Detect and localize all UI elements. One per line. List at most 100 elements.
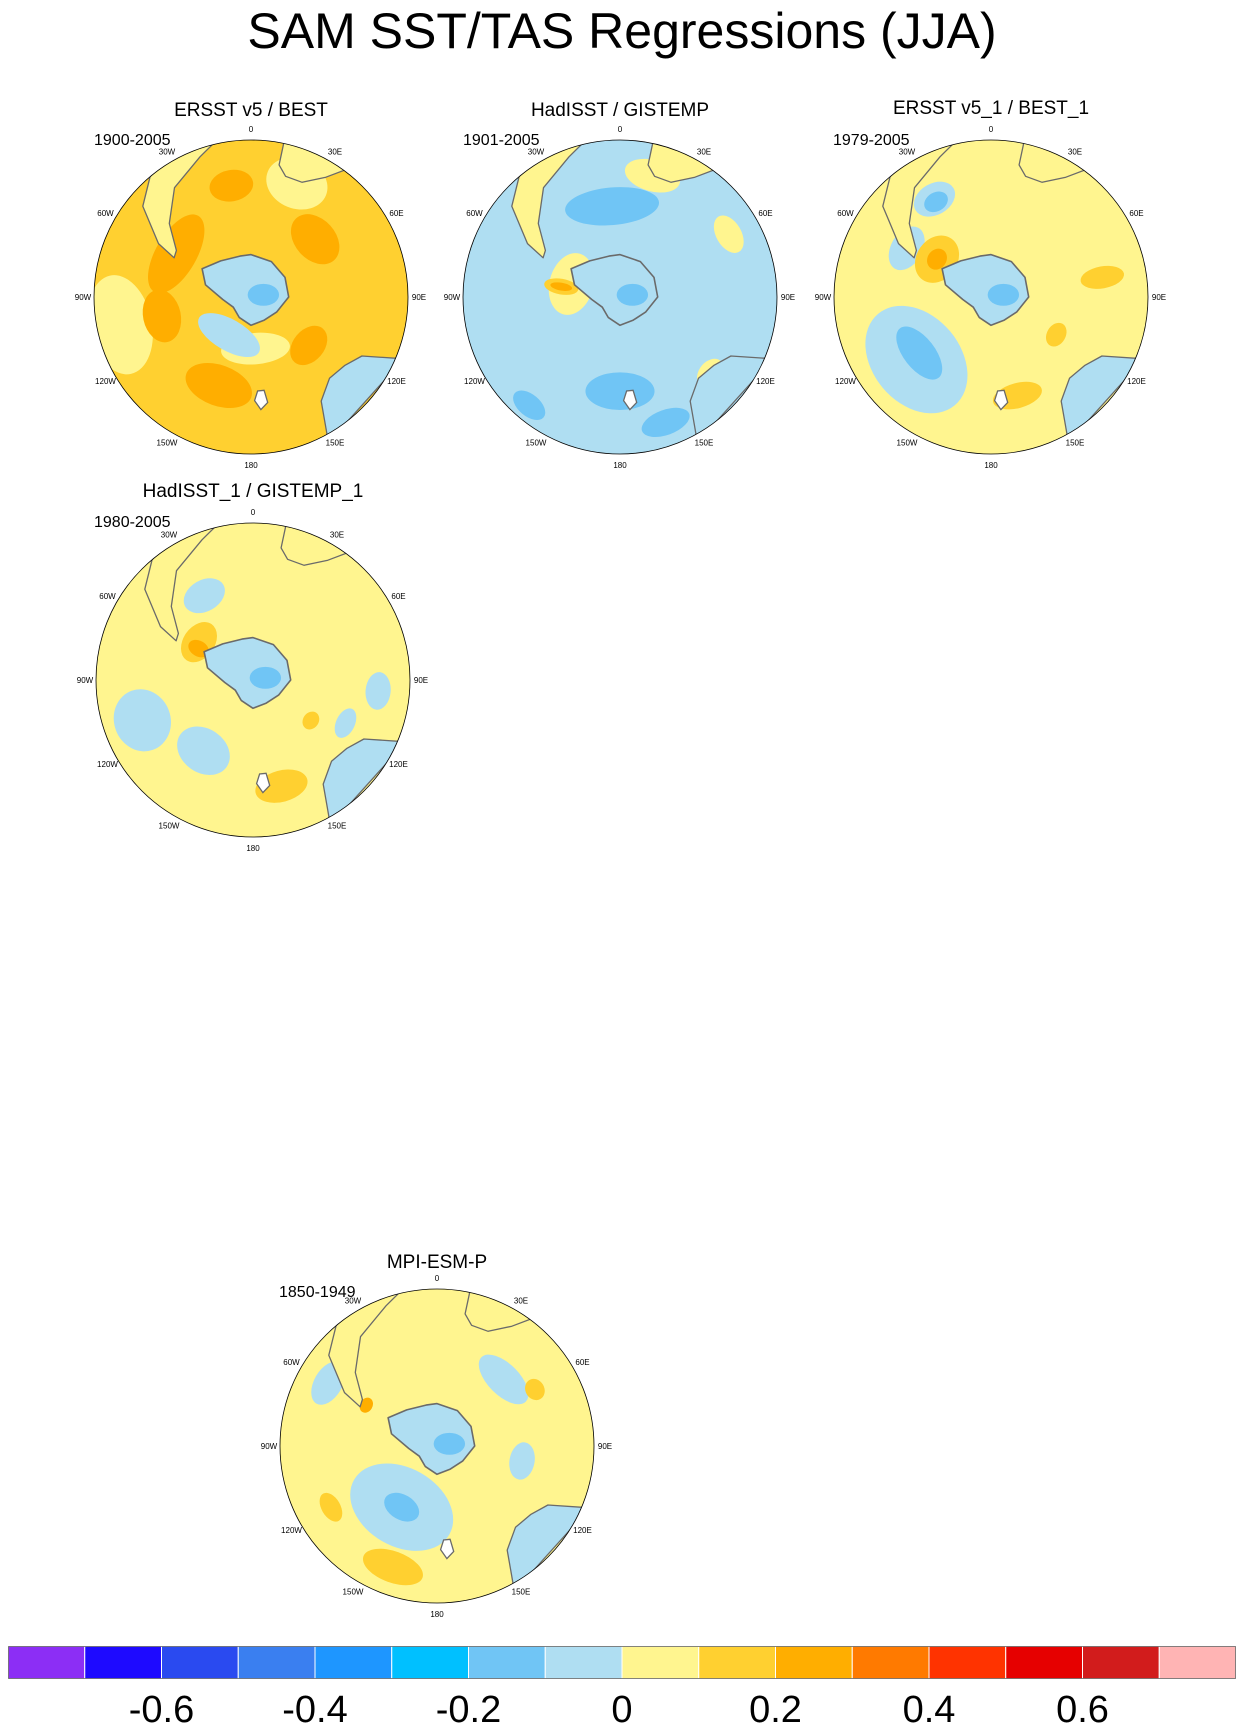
antarctica-interior (247, 283, 280, 306)
longitude-label: 150W (526, 439, 547, 448)
antarctica-coastline (201, 253, 290, 327)
antarctica-interior (433, 1432, 466, 1455)
australia-landmass (322, 738, 407, 827)
anomaly-region (713, 215, 744, 253)
anomaly-region (362, 1548, 423, 1586)
anomaly-region (188, 639, 209, 658)
anomaly-region (924, 191, 948, 213)
colorbar-tick-label: -0.2 (436, 1689, 501, 1726)
colorbar-swatch (851, 1646, 930, 1680)
new-zealand-landmass (993, 389, 1009, 411)
australia-landmass (506, 1504, 591, 1593)
longitude-label: 90W (261, 1442, 278, 1451)
anomaly-region (913, 181, 956, 217)
map-background (96, 523, 410, 837)
anomaly-region (359, 1397, 374, 1413)
longitude-label: 60E (758, 209, 772, 218)
anomaly-region (914, 235, 960, 283)
anomaly-region (550, 282, 573, 291)
anomaly-region (525, 1378, 545, 1401)
figure-title: SAM SST/TAS Regressions (JJA) (247, 3, 997, 59)
longitude-label: 30E (330, 531, 344, 540)
anomaly-region (365, 672, 391, 710)
new-zealand-landmass (255, 772, 271, 794)
anomaly-region (334, 708, 357, 738)
colorbar-swatch (84, 1646, 162, 1680)
colorbar-swatch (621, 1646, 700, 1680)
anomaly-region (142, 289, 182, 343)
longitude-label: 150E (1066, 439, 1085, 448)
colorbar-tick-label: -0.6 (129, 1689, 194, 1726)
colorbar-swatch (468, 1646, 546, 1680)
longitude-label: 60W (466, 209, 483, 218)
anomaly-region (290, 325, 328, 366)
map-background (463, 140, 777, 454)
colorbar-swatch (237, 1646, 316, 1680)
panel-title: ERSST v5_1 / BEST_1 (892, 98, 1090, 119)
longitude-label: 150E (328, 822, 347, 831)
anomaly-region (865, 305, 968, 414)
longitude-label: 120E (1127, 377, 1146, 386)
longitude-label: 30E (514, 1297, 528, 1306)
antarctica-coastline (570, 253, 659, 327)
longitude-label: 90E (412, 293, 426, 302)
anomaly-region (185, 362, 252, 409)
panel-period: 1850-1949 (279, 1284, 356, 1301)
longitude-label: 150W (343, 1588, 364, 1597)
colorbar-frame (8, 1646, 1236, 1679)
antarctica-coastline (387, 1402, 476, 1476)
map-background (94, 140, 408, 454)
new-zealand-landmass (439, 1538, 455, 1560)
anomaly-region (311, 1361, 346, 1405)
longitude-label: 150E (326, 439, 345, 448)
longitude-label: 90E (781, 293, 795, 302)
longitude-label: 120E (573, 1526, 592, 1535)
panel-title: HadISST / GISTEMP (530, 100, 710, 121)
colorbar: -0.6 -0.4 -0.2 0 0.2 0.4 0.6 (8, 1646, 1236, 1726)
anomaly-region (697, 358, 724, 387)
longitude-label: 150E (512, 1588, 531, 1597)
map-border (833, 139, 1149, 455)
longitude-label: 0 (251, 508, 256, 517)
map-border (279, 1288, 595, 1604)
colorbar-swatch (775, 1646, 853, 1680)
anomaly-region (565, 187, 660, 226)
longitude-label: 30E (697, 148, 711, 157)
longitude-label: 120W (95, 377, 116, 386)
map-background (834, 140, 1148, 454)
map-border (95, 522, 411, 838)
panel-title: ERSST v5 / BEST (174, 100, 328, 121)
anomaly-region (1080, 265, 1125, 289)
longitude-label: 60E (1129, 209, 1143, 218)
longitude-label: 60W (283, 1358, 300, 1367)
colorbar-swatch (544, 1646, 623, 1680)
colorbar-swatch (1005, 1646, 1083, 1680)
anomaly-region (94, 275, 153, 375)
anomaly-region (266, 157, 328, 210)
antarctica-coastline (941, 253, 1030, 327)
new-zealand-landmass (622, 389, 638, 411)
colorbar-swatch (161, 1646, 239, 1680)
anomaly-region (384, 1492, 420, 1522)
longitude-label: 120W (281, 1526, 302, 1535)
anomaly-region (888, 226, 925, 271)
anomaly-region (927, 248, 947, 270)
colorbar-swatch (8, 1646, 86, 1680)
longitude-label: 0 (249, 125, 254, 134)
longitude-label: 150W (159, 822, 180, 831)
anomaly-region (478, 1354, 529, 1405)
anomaly-region (290, 214, 340, 265)
anomaly-region (513, 390, 546, 420)
longitude-label: 90E (1152, 293, 1166, 302)
longitude-label: 90W (77, 676, 94, 685)
colorbar-swatch (1082, 1646, 1160, 1680)
anomaly-region (148, 214, 205, 294)
africa-landmass (647, 140, 723, 183)
colorbar-tick-label: 0.6 (1056, 1689, 1109, 1726)
panel-period: 1901-2005 (463, 132, 540, 149)
